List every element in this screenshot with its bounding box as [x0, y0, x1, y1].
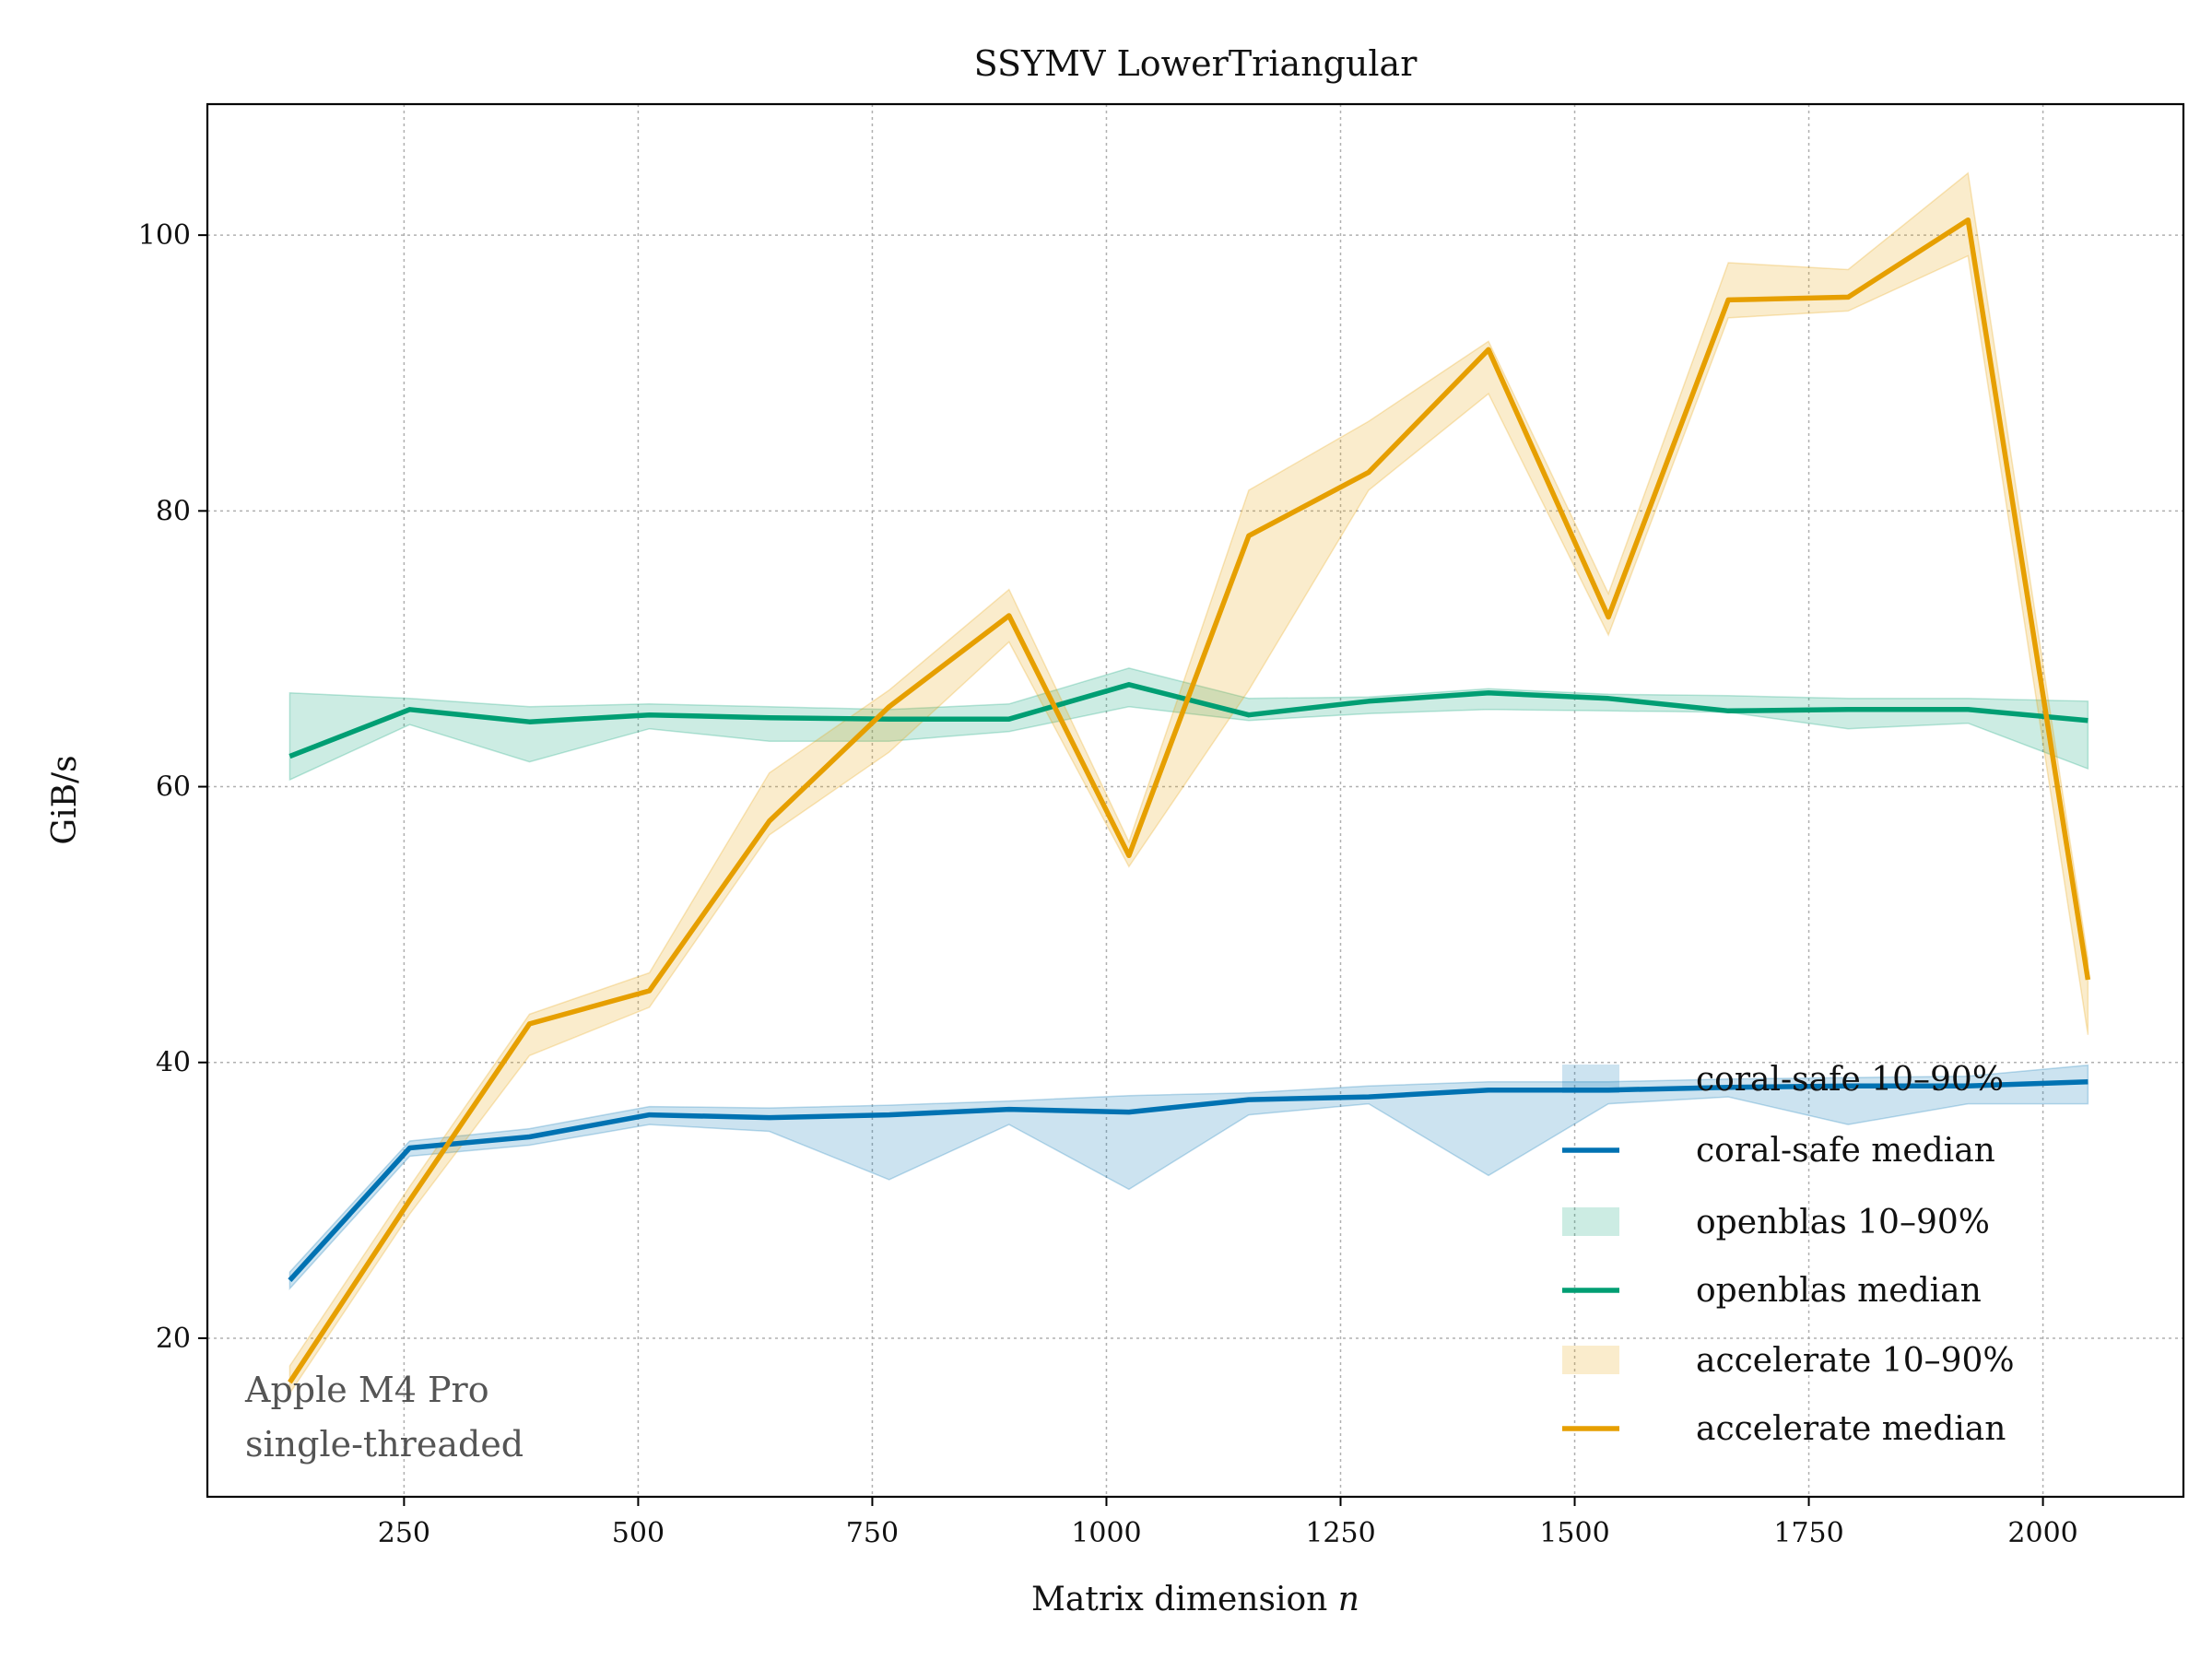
legend-label-accelerate-band: accelerate 10–90% [1696, 1342, 2015, 1380]
y-tick-label: 20 [156, 1323, 191, 1355]
band-accelerate-10-90 [288, 171, 2089, 1396]
y-tick-label: 100 [138, 219, 191, 252]
annotation-line-2: single-threaded [245, 1424, 524, 1465]
x-axis-label-text: Matrix dimension [1031, 1581, 1327, 1618]
legend-label-openblas-median: openblas median [1696, 1272, 1982, 1310]
x-tick-label: 500 [612, 1517, 665, 1549]
x-tick-label: 750 [846, 1517, 899, 1549]
grid [207, 104, 2183, 1497]
legend-swatch-coral-safe-band [1562, 1065, 1619, 1093]
line-accelerate-median [288, 217, 2091, 1384]
legend-swatch-accelerate-band [1562, 1346, 1619, 1374]
annotation-line-1: Apple M4 Pro [244, 1370, 489, 1410]
x-axis-label-variable: n [1338, 1581, 1359, 1618]
legend: coral-safe 10–90% coral-safe median open… [1562, 1061, 2015, 1448]
x-tick-label: 250 [378, 1517, 430, 1549]
x-axis-label: Matrix dimension n [1031, 1581, 1359, 1618]
y-tick-label: 40 [156, 1047, 191, 1079]
line-coral-safe-median [288, 1078, 2088, 1282]
x-tick-label: 2000 [2007, 1517, 2077, 1549]
y-tick-label: 80 [156, 495, 191, 527]
x-tick-label: 1000 [1071, 1517, 1141, 1549]
chart-title: SSYMV LowerTriangular [974, 43, 1418, 84]
x-tick-label: 1250 [1305, 1517, 1375, 1549]
plot-frame [206, 102, 2185, 1499]
x-tick-label: 1750 [1773, 1517, 1843, 1549]
legend-label-coral-safe-median: coral-safe median [1696, 1132, 1995, 1170]
legend-label-coral-safe-band: coral-safe 10–90% [1696, 1061, 2004, 1099]
y-tick-label: 60 [156, 771, 191, 804]
x-tick-label: 1500 [1539, 1517, 1609, 1549]
band-coral-safe-10-90 [288, 1064, 2089, 1291]
ticks: 250 500 750 1000 1250 1500 1750 2000 20 40 60 80 100 [138, 219, 2078, 1549]
legend-label-accelerate-median: accelerate median [1696, 1410, 2006, 1448]
bands [288, 171, 2089, 1396]
legend-swatch-openblas-band [1562, 1207, 1619, 1236]
band-openblas-10-90 [288, 667, 2089, 782]
y-axis-label: GiB/s [46, 755, 84, 844]
legend-label-openblas-band: openblas 10–90% [1696, 1204, 1990, 1241]
series-lines [288, 217, 2091, 1384]
